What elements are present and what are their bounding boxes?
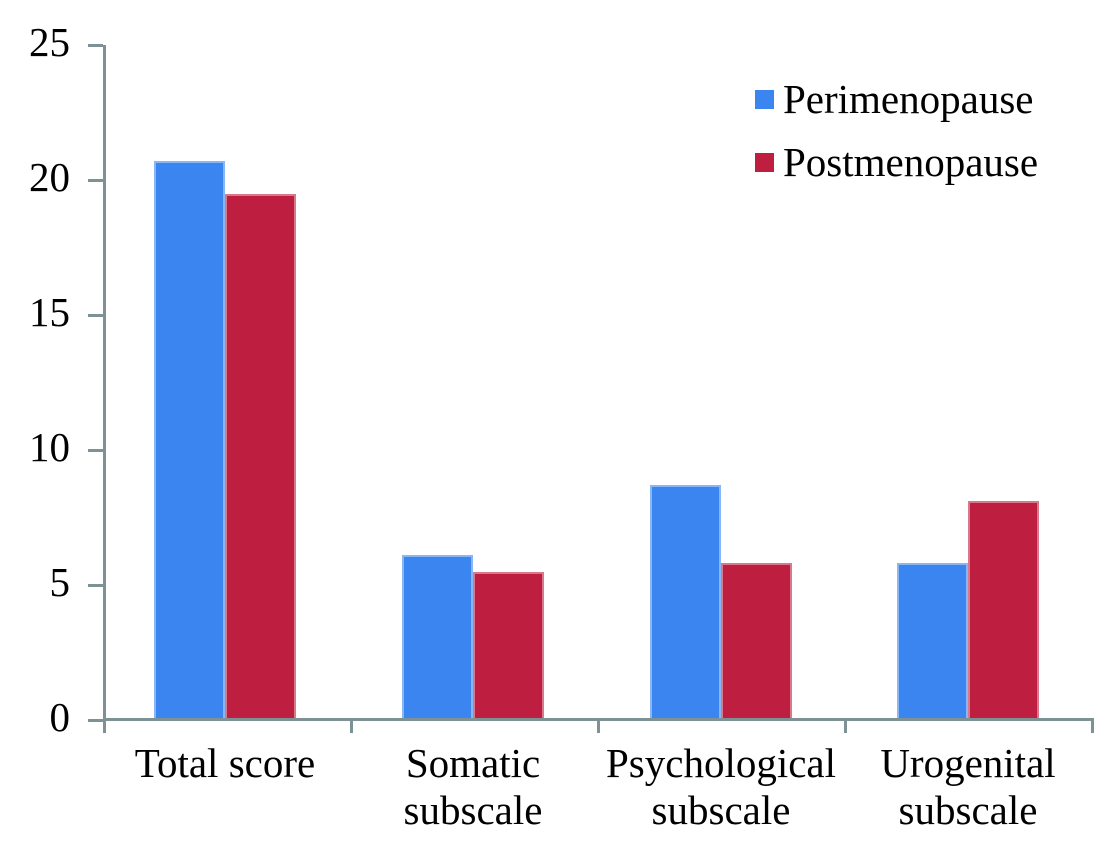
category-label-line: subscale [403,787,543,833]
y-axis [103,45,106,721]
y-tick-10 [88,449,103,452]
y-tick-20 [88,179,103,182]
y-tick-label-10: 10 [29,424,70,470]
category-label-somatic-subscale: Somatic subscale [323,740,623,834]
legend-label-postmenopause: Postmenopause [783,139,1039,185]
category-label-psychological-subscale: Psychological subscale [571,740,871,834]
perimenopause-swatch-icon [755,89,774,109]
category-label-total-score: Total score [75,740,375,787]
y-tick-label-25: 25 [29,19,70,65]
category-label-line: subscale [898,787,1038,833]
y-tick-5 [88,584,103,587]
x-tick-3 [844,718,847,733]
category-label-line: Somatic [405,740,541,786]
category-label-line: subscale [651,787,791,833]
y-tick-15 [88,314,103,317]
legend-item-postmenopause: Postmenopause [755,138,1038,186]
category-label-line: Psychological [605,740,837,786]
bar-perimenopause-somatic-subscale [402,555,473,720]
bar-perimenopause-psychological-subscale [650,485,721,720]
y-tick-label-0: 0 [49,694,71,740]
postmenopause-swatch-icon [755,152,774,172]
legend-item-perimenopause: Perimenopause [755,75,1038,123]
bar-postmenopause-somatic-subscale [473,571,544,720]
y-tick-25 [88,44,103,47]
y-tick-label-5: 5 [49,559,71,605]
bar-perimenopause-total-score [154,161,225,720]
x-tick-2 [597,718,600,733]
bar-perimenopause-urogenital-subscale [897,563,968,720]
y-tick-0 [88,719,103,722]
category-label-line: Urogenital [880,740,1056,786]
category-label-urogenital-subscale: Urogenital subscale [818,740,1118,834]
x-tick-4 [1091,718,1094,733]
bar-postmenopause-urogenital-subscale [968,501,1039,720]
legend: Perimenopause Postmenopause [755,75,1038,186]
x-tick-1 [350,718,353,733]
x-tick-0 [103,718,106,733]
y-tick-label-20: 20 [29,154,70,200]
bar-postmenopause-psychological-subscale [721,563,792,720]
bar-postmenopause-total-score [225,193,296,720]
y-tick-label-15: 15 [29,289,70,335]
legend-label-perimenopause: Perimenopause [783,76,1034,122]
category-label-line: Total score [134,740,316,786]
